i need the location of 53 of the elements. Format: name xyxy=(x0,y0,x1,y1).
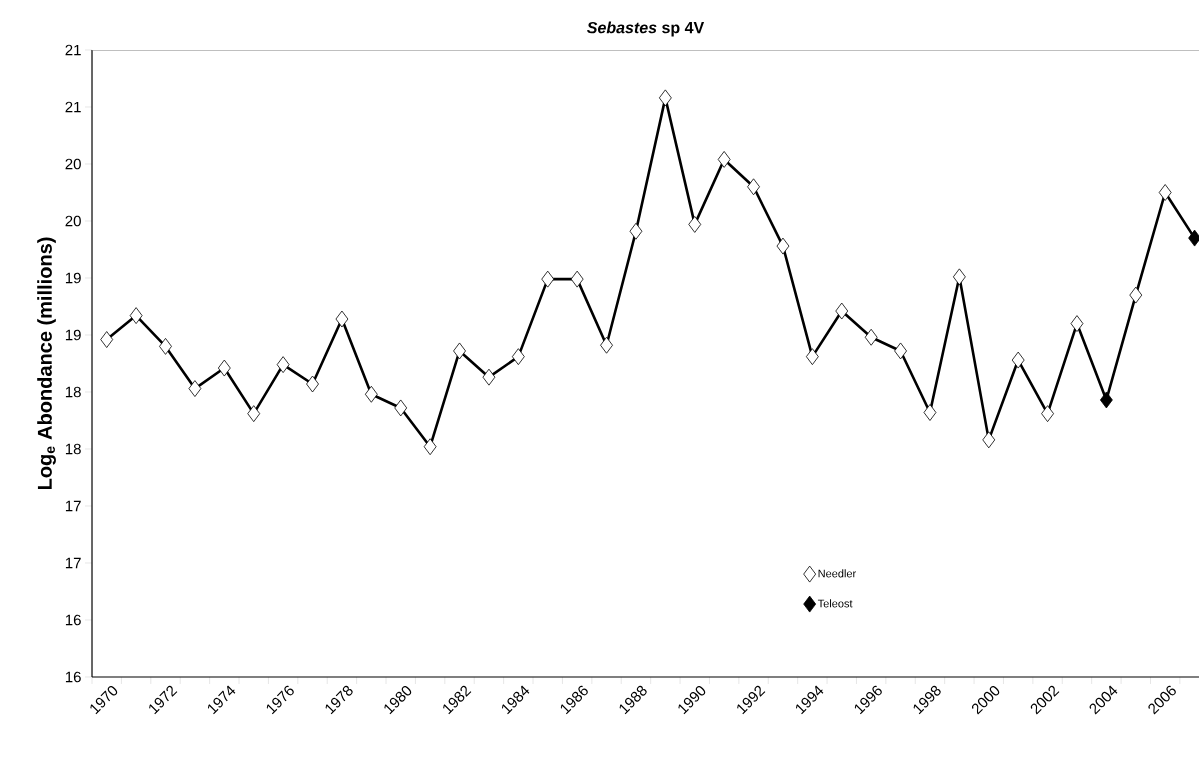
point xyxy=(864,328,878,346)
point xyxy=(835,302,849,320)
point xyxy=(658,89,672,107)
chart-title: Sebastes sp 4V xyxy=(586,21,705,37)
point xyxy=(1011,351,1025,369)
point xyxy=(600,336,613,354)
point xyxy=(364,385,378,403)
point xyxy=(129,307,143,325)
y-tick-label: 16 xyxy=(65,671,81,683)
point xyxy=(1041,405,1054,423)
point xyxy=(541,270,555,288)
point xyxy=(100,331,114,348)
point xyxy=(629,222,643,240)
point xyxy=(423,438,437,456)
y-tick-label: 20 xyxy=(65,158,81,170)
point xyxy=(1158,184,1172,201)
point xyxy=(159,337,172,355)
point xyxy=(1129,286,1143,304)
point xyxy=(894,342,907,360)
point xyxy=(247,405,261,423)
point xyxy=(717,151,731,168)
point xyxy=(394,399,408,417)
point xyxy=(217,359,231,377)
point xyxy=(1099,391,1113,409)
legend-label: Teleost xyxy=(817,599,853,608)
point xyxy=(188,380,202,397)
point xyxy=(306,375,319,393)
point xyxy=(570,270,584,288)
y-tick-label: 21 xyxy=(65,44,81,56)
y-tick-label: 20 xyxy=(65,215,81,227)
point xyxy=(747,178,760,196)
y-axis-title: Log$_{e}$ Abondance (millions) xyxy=(37,237,56,490)
point xyxy=(923,404,937,421)
y-tick-label: 19 xyxy=(65,329,81,341)
point xyxy=(1070,315,1084,332)
point xyxy=(688,216,702,233)
point xyxy=(511,348,525,366)
point xyxy=(776,237,790,255)
point xyxy=(276,356,290,374)
point xyxy=(952,268,966,286)
y-tick-label: 17 xyxy=(65,557,81,569)
point xyxy=(805,348,819,366)
y-tick-label: 18 xyxy=(65,386,81,398)
point xyxy=(482,368,496,386)
y-tick-label: 18 xyxy=(65,443,81,455)
y-tick-label: 21 xyxy=(65,101,81,113)
point xyxy=(982,431,996,449)
y-tick-label: 19 xyxy=(65,272,81,284)
y-tick-label: 16 xyxy=(65,614,81,626)
y-tick-label: 17 xyxy=(65,500,81,512)
point xyxy=(453,342,466,360)
point xyxy=(335,310,349,328)
legend-label: Needler xyxy=(818,569,857,578)
